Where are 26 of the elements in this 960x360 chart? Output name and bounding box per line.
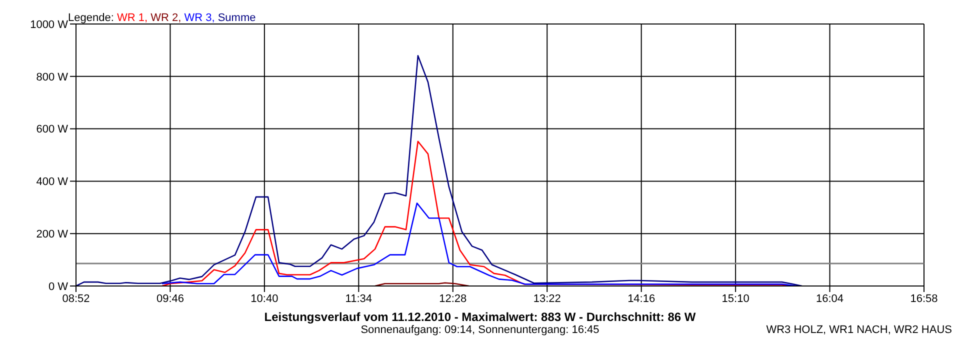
x-tick-label: 08:52 (62, 292, 90, 305)
line-series (76, 55, 803, 286)
x-tick-label: 14:16 (628, 292, 656, 305)
y-tick-label: 200 W (36, 228, 69, 241)
legend-title: Legende: (68, 12, 115, 24)
y-tick-label: 400 W (36, 176, 69, 188)
y-tick-label: 800 W (36, 71, 69, 84)
line-series (161, 202, 798, 286)
text: WR 3, (184, 12, 216, 24)
text: Sonnenaufgang: 09:14, Sonnenuntergang: 16:45 (360, 324, 600, 336)
text: WR 2, (150, 12, 182, 24)
x-tick-label: 15:10 (722, 292, 750, 305)
text: Leistungsverlauf vom 11.12.2010 - Maximalwert: 883 W - Durchschnitt: 86 W (263, 310, 697, 324)
text: WR 1, (116, 12, 149, 24)
y-tick-label: 1000 W (30, 18, 69, 31)
x-tick-label: 16:04 (816, 292, 844, 305)
x-tick-label: 12:28 (439, 292, 467, 305)
x-tick-label: 10:40 (250, 292, 278, 305)
x-tick-label: 13:22 (533, 292, 561, 305)
text: WR3 HOLZ, WR1 NACH, WR2 HAUS (766, 324, 952, 336)
text: Summe (218, 12, 256, 24)
x-tick-label: 16:58 (910, 292, 938, 305)
x-tick-label: 09:46 (156, 292, 184, 305)
y-tick-label: 600 W (36, 124, 69, 136)
x-tick-label: 11:34 (345, 292, 372, 305)
y-tick-label: 0 W (48, 280, 69, 293)
